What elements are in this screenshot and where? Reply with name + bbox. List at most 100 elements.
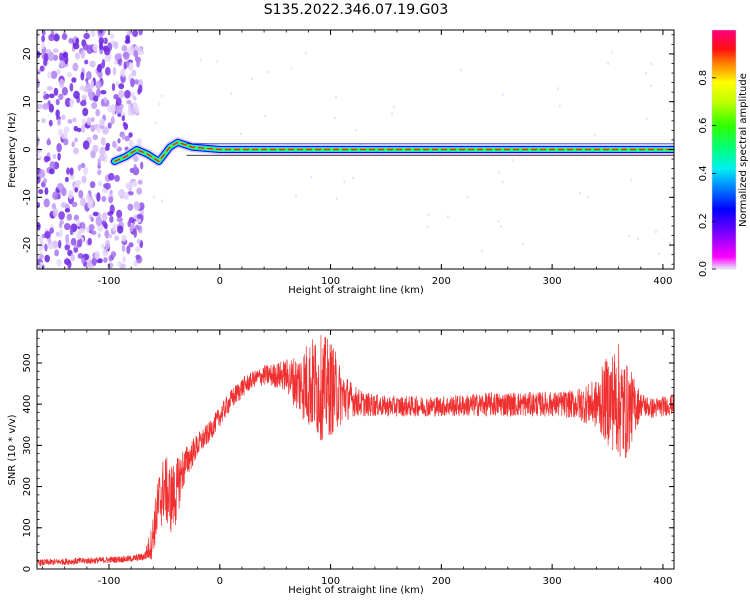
noise-speckle bbox=[140, 161, 144, 170]
noise-speckle bbox=[80, 49, 86, 59]
noise-speckle bbox=[354, 128, 357, 132]
noise-speckle bbox=[607, 62, 610, 66]
noise-speckle bbox=[81, 94, 88, 100]
noise-speckle bbox=[96, 192, 101, 202]
snr-y-tick-label: 300 bbox=[22, 436, 33, 455]
noise-speckle bbox=[644, 71, 647, 75]
noise-speckle bbox=[117, 190, 123, 196]
noise-speckle bbox=[69, 167, 74, 176]
noise-speckle bbox=[104, 230, 110, 238]
noise-speckle bbox=[58, 78, 65, 89]
colorbar-gradient bbox=[712, 30, 736, 269]
noise-speckle bbox=[668, 241, 671, 245]
noise-speckle bbox=[127, 102, 132, 112]
noise-speckle bbox=[55, 98, 60, 106]
noise-speckle bbox=[48, 51, 55, 62]
noise-speckle bbox=[427, 213, 430, 217]
noise-speckle bbox=[511, 158, 514, 162]
noise-speckle bbox=[83, 32, 90, 40]
noise-speckle bbox=[84, 59, 89, 65]
noise-speckle bbox=[68, 190, 74, 200]
noise-speckle bbox=[121, 44, 128, 52]
noise-speckle bbox=[92, 211, 99, 217]
noise-speckle bbox=[111, 107, 116, 117]
noise-speckle bbox=[60, 132, 68, 140]
noise-speckle bbox=[50, 70, 58, 80]
noise-speckle bbox=[69, 100, 74, 108]
noise-speckle bbox=[392, 105, 395, 109]
noise-speckle bbox=[91, 102, 98, 109]
noise-speckle bbox=[127, 45, 135, 56]
noise-speckle bbox=[654, 230, 657, 234]
noise-speckle bbox=[37, 103, 43, 110]
noise-speckle bbox=[44, 187, 49, 195]
noise-speckle bbox=[131, 69, 137, 77]
noise-speckle bbox=[645, 117, 648, 121]
noise-speckle bbox=[43, 53, 49, 62]
noise-speckle bbox=[107, 262, 114, 269]
noise-speckle bbox=[37, 31, 40, 38]
noise-speckle bbox=[69, 227, 74, 236]
noise-speckle bbox=[102, 248, 109, 257]
noise-speckle bbox=[92, 144, 99, 153]
noise-speckle bbox=[230, 92, 233, 96]
noise-speckle bbox=[55, 231, 60, 237]
noise-speckle bbox=[47, 243, 55, 250]
spectrogram-y-tick-label: -20 bbox=[22, 237, 33, 253]
noise-speckle bbox=[103, 257, 108, 264]
noise-speckle bbox=[92, 43, 98, 52]
noise-speckle bbox=[133, 164, 137, 172]
noise-speckle bbox=[501, 180, 504, 184]
noise-speckle bbox=[391, 112, 394, 116]
noise-speckle bbox=[587, 195, 590, 199]
noise-speckle bbox=[109, 215, 114, 223]
snr-x-tick-label: 100 bbox=[321, 576, 340, 587]
noise-speckle bbox=[100, 98, 105, 107]
noise-speckle bbox=[39, 169, 46, 179]
noise-speckle bbox=[131, 180, 138, 188]
noise-speckle bbox=[112, 66, 117, 76]
noise-speckle bbox=[56, 258, 62, 267]
noise-speckle bbox=[117, 225, 124, 234]
noise-speckle bbox=[69, 82, 74, 92]
noise-speckle bbox=[136, 238, 141, 244]
spectrogram-y-tick-label: 20 bbox=[22, 48, 33, 61]
noise-speckle-region bbox=[37, 30, 671, 269]
snr-panel: -100 0 100 200 300 400 0 100 200 300 400 500 Heigh… bbox=[7, 329, 675, 596]
noise-speckle bbox=[628, 234, 631, 238]
spectrogram-y-ticks: -20 -10 0 10 20 bbox=[22, 34, 674, 265]
noise-speckle bbox=[333, 116, 336, 120]
noise-speckle bbox=[343, 180, 346, 184]
snr-y-tick-label: 200 bbox=[22, 477, 33, 496]
noise-speckle bbox=[49, 227, 54, 234]
noise-speckle bbox=[135, 106, 140, 114]
noise-speckle bbox=[75, 52, 80, 60]
noise-speckle bbox=[100, 136, 106, 146]
snr-x-axis-label: Height of straight line (km) bbox=[288, 585, 424, 596]
noise-speckle bbox=[74, 137, 78, 143]
colorbar-label: Normalized spectral amplitude bbox=[738, 73, 749, 227]
noise-speckle bbox=[136, 137, 142, 147]
noise-speckle bbox=[117, 90, 125, 99]
spectrogram-x-axis-label: Height of straight line (km) bbox=[288, 285, 424, 296]
noise-speckle bbox=[80, 162, 86, 169]
noise-speckle bbox=[64, 208, 71, 213]
noise-speckle bbox=[579, 191, 582, 195]
noise-speckle bbox=[64, 176, 69, 183]
noise-speckle bbox=[658, 252, 661, 256]
noise-speckle bbox=[48, 33, 55, 42]
noise-speckle bbox=[72, 117, 77, 123]
noise-speckle bbox=[37, 175, 41, 184]
noise-speckle bbox=[76, 239, 81, 248]
noise-speckle bbox=[498, 171, 501, 175]
noise-speckle bbox=[138, 30, 143, 36]
noise-speckle bbox=[96, 64, 102, 73]
noise-speckle bbox=[41, 118, 46, 124]
noise-speckle bbox=[126, 245, 131, 255]
noise-speckle bbox=[264, 114, 267, 118]
noise-speckle bbox=[56, 183, 64, 190]
snr-y-axis-label: SNR (10 * v/v) bbox=[7, 414, 18, 485]
noise-speckle bbox=[52, 48, 59, 53]
noise-speckle bbox=[134, 246, 141, 253]
noise-speckle bbox=[133, 228, 138, 239]
